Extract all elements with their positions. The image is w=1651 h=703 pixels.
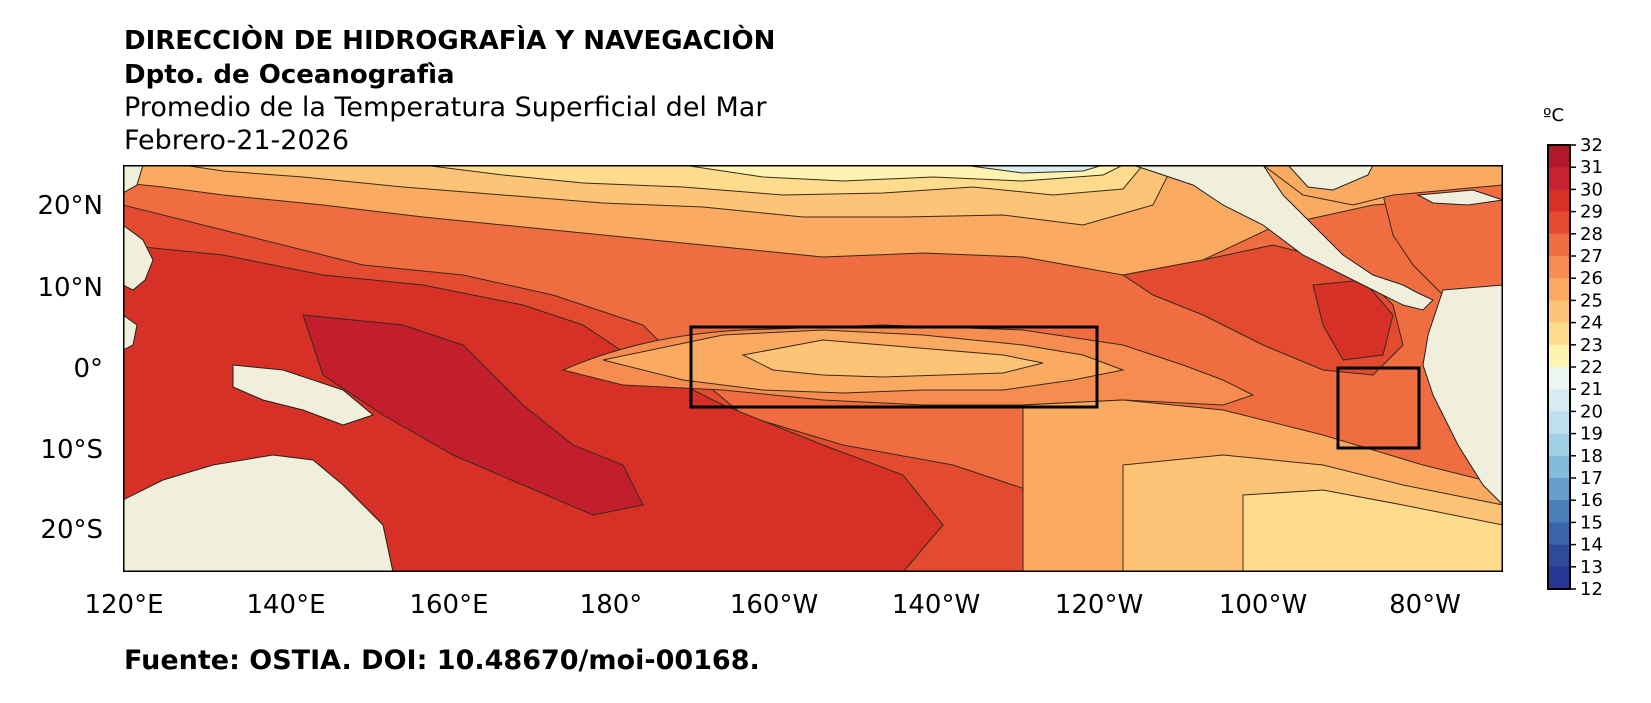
title-line-1: DIRECCIÒN DE HIDROGRAFÌA Y NAVEGACIÒN [124, 26, 776, 56]
colorbar-swatch [1548, 233, 1570, 257]
colorbar-swatch [1548, 211, 1570, 235]
colorbar-swatch [1548, 389, 1570, 412]
colorbar-tick-label: 19 [1580, 424, 1603, 445]
colorbar-unit-label: ºC [1543, 105, 1565, 126]
colorbar-tick-label: 25 [1580, 290, 1603, 311]
colorbar-swatch [1548, 478, 1570, 501]
colorbar-tick-label: 30 [1580, 179, 1603, 200]
colorbar-tick-label: 21 [1580, 379, 1603, 400]
colorbar-swatch [1548, 500, 1570, 523]
colorbar-tick-label: 22 [1580, 357, 1603, 378]
lon-label-80w: 80°W [1389, 590, 1461, 620]
colorbar-tick-label: 13 [1580, 557, 1603, 578]
temperature-colorbar: 3231302928272625242322212019181716151413… [1547, 135, 1603, 600]
title-line-4: Febrero-21-2026 [124, 125, 350, 156]
map-frame [123, 165, 1503, 572]
source-credit: Fuente: OSTIA. DOI: 10.48670/moi-00168. [124, 645, 760, 676]
land-china [123, 165, 144, 194]
nino12-box [1336, 366, 1421, 450]
colorbar-tick-label: 23 [1580, 335, 1603, 356]
colorbar-tick-label: 20 [1580, 401, 1603, 422]
sst-band-north-21 [962, 165, 1104, 174]
colorbar-swatch [1548, 522, 1570, 546]
colorbar-tick-label: 31 [1580, 157, 1603, 178]
lat-label-10s: 10°S [40, 435, 103, 465]
colorbar-swatch [1548, 367, 1570, 390]
land-cuba [1416, 189, 1503, 206]
colorbar-tick-label: 14 [1580, 535, 1603, 556]
land-north-america [1132, 165, 1434, 311]
land-south-america [1422, 284, 1503, 506]
colorbar-swatch [1548, 322, 1570, 346]
lon-label-140w: 140°W [891, 590, 981, 620]
lon-label-180: 180° [579, 590, 643, 620]
land-australia [123, 454, 394, 572]
colorbar-swatch [1548, 433, 1570, 457]
colorbar-tick-label: 29 [1580, 202, 1603, 223]
land-philippines [123, 224, 154, 291]
colorbar-tick-label: 12 [1580, 579, 1603, 600]
land-florida [1287, 165, 1374, 191]
lon-label-140e: 140°E [246, 590, 326, 620]
colorbar-swatch [1548, 455, 1570, 479]
colorbar-swatch [1548, 411, 1570, 435]
lat-label-20s: 20°S [40, 515, 103, 545]
nino34-box [689, 325, 1099, 409]
title-line-3: Promedio de la Temperatura Superficial d… [124, 92, 767, 123]
colorbar-tick-label: 27 [1580, 246, 1603, 267]
colorbar-tick-label: 28 [1580, 224, 1603, 245]
colorbar-swatch [1548, 544, 1570, 568]
colorbar-swatch [1548, 189, 1570, 213]
lat-label-0: 0° [73, 354, 103, 384]
land-borneo [123, 314, 138, 351]
colorbar-tick-label: 24 [1580, 313, 1603, 334]
lat-label-20n: 20°N [37, 191, 103, 221]
colorbar-swatch [1548, 145, 1570, 168]
sst-band-south-23 [1242, 489, 1503, 572]
lon-label-120w: 120°W [1054, 590, 1144, 620]
lon-label-160e: 160°E [409, 590, 489, 620]
colorbar-swatch [1548, 256, 1570, 279]
colorbar-swatch [1548, 167, 1570, 190]
colorbar-swatch [1548, 300, 1570, 324]
colorbar-tick-label: 15 [1580, 512, 1603, 533]
sst-map [123, 165, 1503, 572]
lon-label-160w: 160°W [729, 590, 819, 620]
lon-label-100w: 100°W [1218, 590, 1308, 620]
lat-label-10n: 10°N [37, 273, 103, 303]
colorbar-tick-label: 16 [1580, 490, 1603, 511]
colorbar-swatch [1548, 344, 1570, 368]
land-new-guinea [232, 364, 375, 426]
lon-label-120e: 120°E [84, 590, 164, 620]
colorbar-tick-label: 17 [1580, 468, 1603, 489]
colorbar-tick-label: 32 [1580, 135, 1603, 156]
sst-tongue-25 [741, 339, 1044, 378]
title-line-2: Dpto. de Oceanografìa [124, 60, 455, 90]
colorbar-tick-label: 18 [1580, 446, 1603, 467]
colorbar-tick-label: 26 [1580, 268, 1603, 289]
colorbar-swatch [1548, 566, 1570, 590]
sst-band-31 [302, 314, 644, 516]
colorbar-swatch [1548, 278, 1570, 301]
